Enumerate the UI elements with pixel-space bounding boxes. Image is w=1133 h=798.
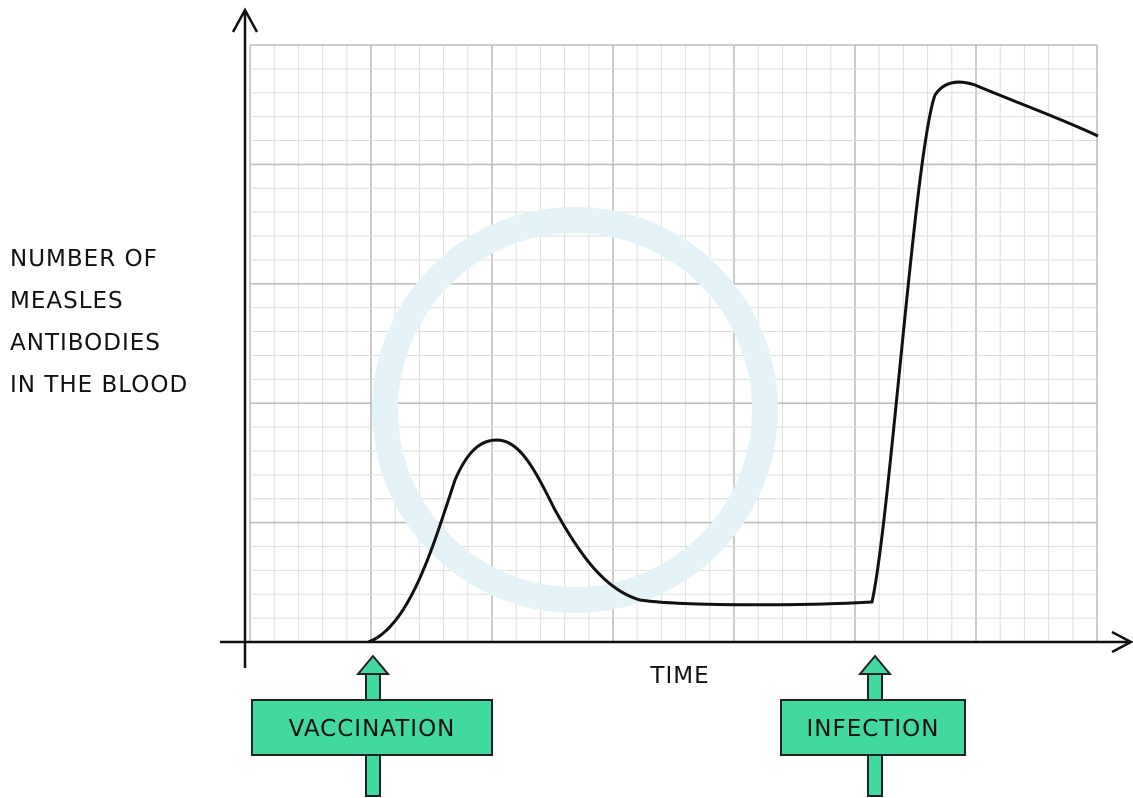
y-axis-label: NUMBER OF — [10, 246, 158, 272]
annotation: INFECTION — [807, 716, 940, 742]
watermark — [372, 207, 778, 613]
y-axis-label: ANTIBODIES — [10, 330, 161, 356]
antibody-curve — [367, 80, 1099, 644]
infection-marker: INFECTION — [780, 654, 966, 797]
y-axis-arrow — [231, 7, 259, 33]
annotation: VACCINATION — [289, 716, 456, 742]
y-axis-label: IN THE BLOOD — [10, 372, 188, 398]
vaccination-marker: VACCINATION — [251, 654, 493, 797]
y-axis-label: MEASLES — [10, 288, 124, 314]
grid — [249, 44, 1098, 643]
x-axis-arrow — [1111, 630, 1133, 654]
x-axis-label: TIME — [649, 663, 709, 689]
